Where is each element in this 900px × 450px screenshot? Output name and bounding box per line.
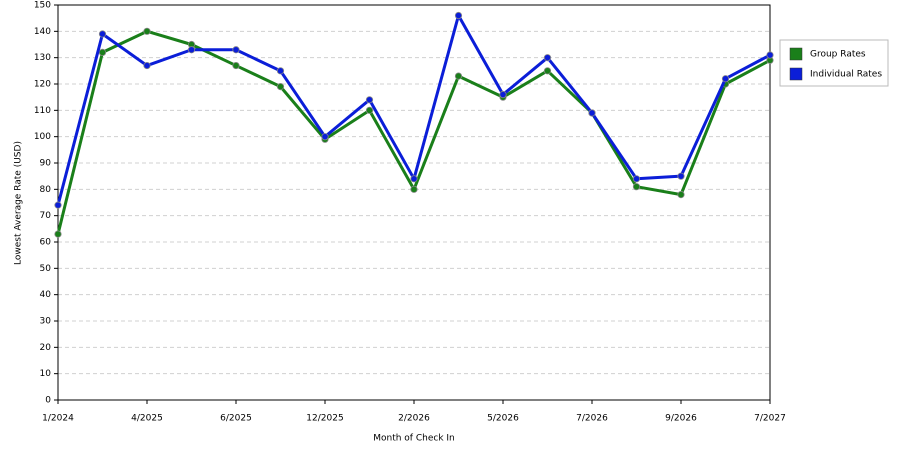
y-tick-label: 110 [34,106,51,116]
data-point [588,109,596,117]
data-point [98,48,107,57]
data-point [98,30,107,38]
data-point [54,230,62,238]
x-tick-label: 1/2024 [42,414,74,424]
x-tick-label: 2/2026 [398,414,430,424]
data-point [410,175,418,183]
data-point [365,96,374,104]
data-point [321,133,329,141]
data-point [454,11,463,20]
data-point [543,67,552,75]
x-axis-label: Month of Check In [373,434,455,444]
data-point [276,67,285,75]
y-tick-label: 20 [40,343,52,353]
data-point [766,51,774,59]
y-tick-label: 80 [40,185,52,195]
legend-swatch [789,67,803,81]
plot-frame [57,4,771,401]
y-tick-label: 90 [40,159,52,169]
x-tick-label: 5/2026 [487,414,519,424]
data-point [410,185,418,193]
x-tick-label: 4/2025 [131,414,163,424]
x-tick-label: 7/2027 [754,414,786,424]
data-point [232,61,240,70]
data-point [54,201,62,209]
y-tick-label: 130 [34,53,51,63]
y-tick-label: 140 [34,27,51,37]
x-tick-label: 12/2025 [306,414,343,424]
y-tick-label: 120 [34,80,51,90]
data-point [677,191,685,199]
data-point [143,27,151,35]
data-point [499,90,507,99]
legend-label: Individual Rates [810,70,882,80]
data-point [454,72,463,80]
series-line [56,29,771,235]
data-point [677,172,685,180]
y-tick-label: 40 [40,290,52,300]
y-tick-label: 0 [45,396,51,406]
data-point [276,83,285,91]
data-point [143,61,151,70]
data-point [365,106,374,114]
data-point [632,175,641,183]
y-tick-label: 60 [40,238,52,248]
data-point [543,54,552,62]
legend-swatch [789,47,803,61]
y-tick-label: 30 [40,317,52,327]
data-point [232,46,240,54]
y-tick-label: 100 [34,132,51,142]
legend-label: Group Rates [810,50,866,60]
x-tick-label: 7/2026 [576,414,608,424]
data-point [721,75,730,83]
data-point [187,46,196,54]
y-tick-label: 150 [34,1,51,11]
x-tick-label: 9/2026 [665,414,697,424]
y-tick-label: 50 [40,264,52,274]
y-tick-label: 70 [40,211,52,221]
y-tick-label: 10 [40,369,52,379]
data-point [632,183,641,191]
x-tick-label: 6/2025 [220,414,252,424]
y-axis-label: Lowest Average Rate (USD) [14,141,24,265]
